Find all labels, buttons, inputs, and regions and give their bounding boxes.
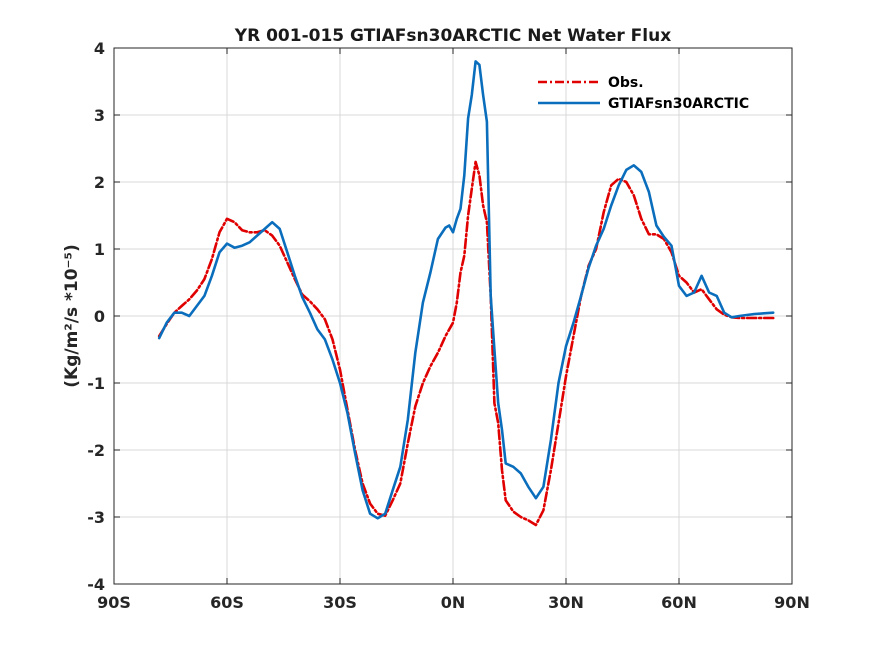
chart-title: YR 001-015 GTIAFsn30ARCTIC Net Water Flu…: [234, 26, 671, 46]
grid: [114, 48, 792, 584]
series-line-obs: [157, 160, 775, 527]
ticks: [113, 47, 793, 585]
x-tick-labels: 90S 60S 30S 0N 30N 60N 90N: [97, 593, 810, 612]
y-tick-labels: -4 -3 -2 -1 0 1 2 3 4: [87, 39, 105, 594]
y-tick-label: 2: [94, 173, 105, 192]
y-tick-label: -1: [87, 374, 105, 393]
y-tick-label: 0: [94, 307, 105, 326]
x-tick-label: 30N: [548, 593, 584, 612]
x-tick-label: 90N: [774, 593, 810, 612]
y-tick-label: 4: [94, 39, 105, 58]
y-tick-label: 1: [94, 240, 105, 259]
legend: Obs. GTIAFsn30ARCTIC: [538, 75, 749, 112]
x-tick-label: 60S: [210, 593, 244, 612]
y-tick-label: 3: [94, 106, 105, 125]
series-group: [157, 60, 775, 527]
x-tick-label: 90S: [97, 593, 131, 612]
x-tick-label: 60N: [661, 593, 697, 612]
x-tick-label: 30S: [323, 593, 357, 612]
legend-label-model: GTIAFsn30ARCTIC: [608, 96, 749, 112]
legend-label-obs: Obs.: [608, 75, 644, 91]
y-tick-label: -4: [87, 575, 105, 594]
x-tick-label: 0N: [441, 593, 466, 612]
y-tick-label: -2: [87, 441, 105, 460]
y-axis-label: (Kg/m²/s *10⁻⁵): [62, 244, 82, 387]
series-line-model: [157, 60, 775, 520]
y-tick-label: -3: [87, 508, 105, 527]
